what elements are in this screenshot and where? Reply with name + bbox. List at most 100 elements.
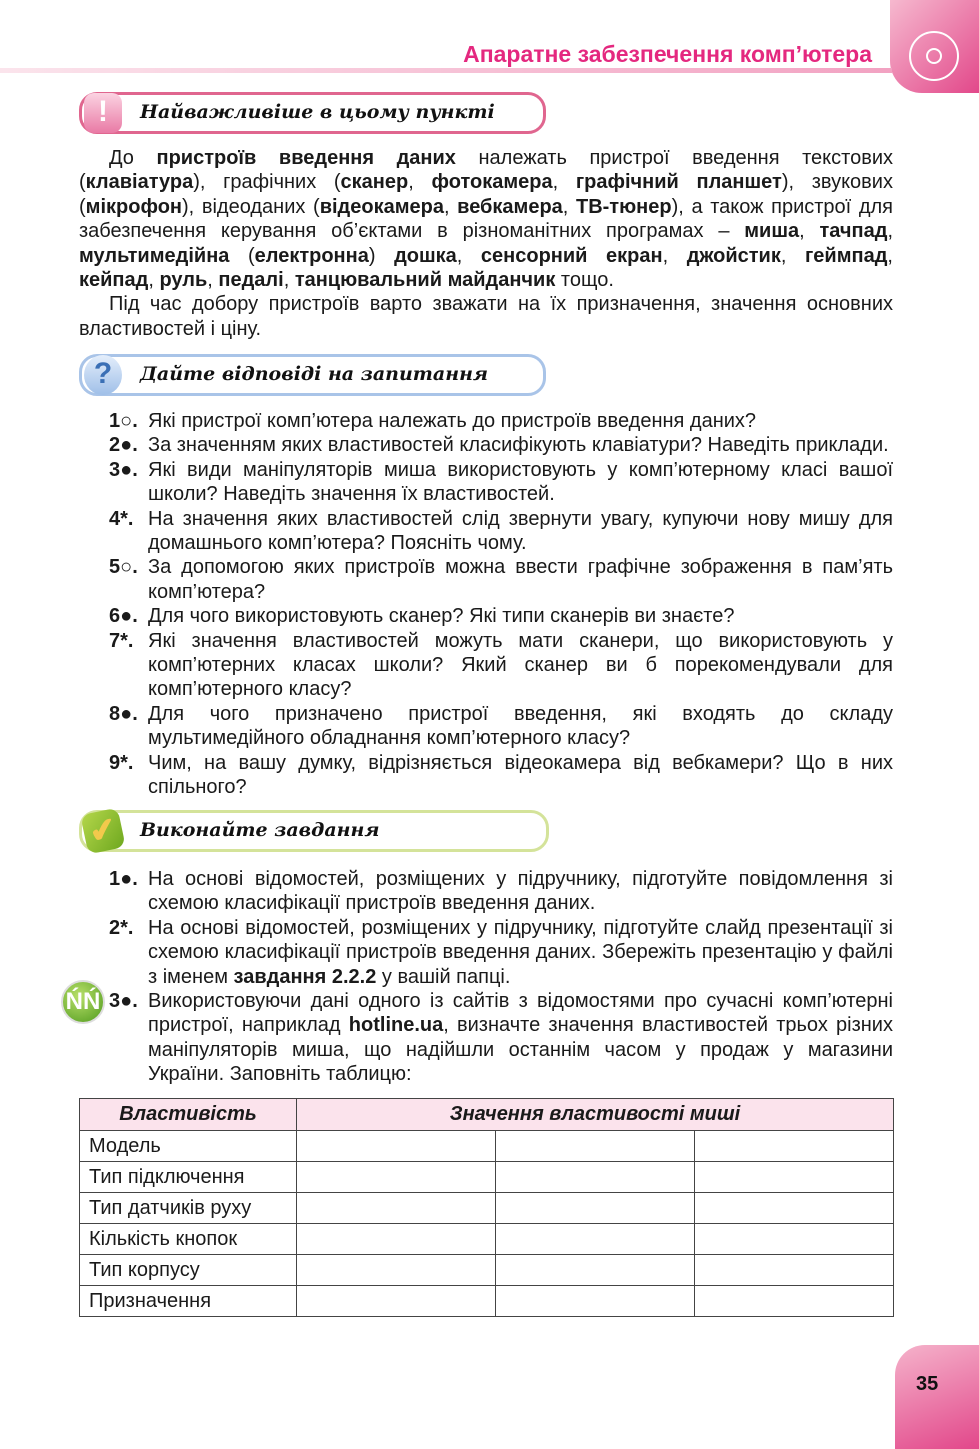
question-item: 1○. Які пристрої комп’ютера належать до п… xyxy=(79,409,893,433)
item-text: На значення яких властивостей слід зверн… xyxy=(148,508,893,554)
value-cell[interactable] xyxy=(694,1223,894,1255)
property-cell: Кількість кнопок xyxy=(79,1223,297,1255)
section-important: ! Найважливіше в цьому пункті xyxy=(79,92,546,134)
bold-term: дошка xyxy=(394,244,457,267)
value-cell[interactable] xyxy=(495,1192,695,1224)
text-run: ) xyxy=(368,244,395,267)
bold-term: клавіатура xyxy=(85,171,194,194)
item-number: 7*. xyxy=(109,629,134,652)
bold-term: мікрофон xyxy=(85,195,182,218)
value-cell[interactable] xyxy=(694,1161,894,1193)
text-run: , xyxy=(408,171,432,194)
text-run: Для чого використовують сканер? Які типи… xyxy=(148,605,735,628)
text-run: До xyxy=(109,147,157,169)
table-row: Тип корпусу xyxy=(79,1254,894,1286)
intro-paragraph: До пристроїв введення даних належать при… xyxy=(79,146,893,292)
value-cell[interactable] xyxy=(296,1254,496,1286)
table-row: Модель xyxy=(79,1130,894,1162)
text-run: , xyxy=(799,220,820,243)
item-text: Для чого призначено пристрої введення, я… xyxy=(148,703,893,749)
item-number: 4*. xyxy=(109,507,134,530)
bold-term: джойстик xyxy=(686,244,781,267)
question-item: 8●. Для чого призначено пристрої введення… xyxy=(79,702,893,751)
text-run: Для чого призначено пристрої введення, я… xyxy=(148,702,893,750)
value-cell[interactable] xyxy=(694,1130,894,1162)
value-cell[interactable] xyxy=(296,1161,496,1193)
item-number: 8●. xyxy=(109,702,138,725)
property-cell: Тип підключення xyxy=(79,1161,297,1193)
item-number: 3●. xyxy=(109,458,138,481)
value-cell[interactable] xyxy=(296,1223,496,1255)
bold-term: мультимедійна xyxy=(79,244,230,267)
item-text: Які види маніпуляторів миша використовую… xyxy=(148,459,893,505)
text-run: ), графічних ( xyxy=(193,171,341,194)
section-tasks: ✔ Виконайте завдання xyxy=(79,807,549,855)
value-cell[interactable] xyxy=(495,1285,695,1317)
question-item: 2●. За значенням яких властивостей класиф… xyxy=(79,433,893,457)
question-item: 5○. За допомогою яких пристроїв можна вве… xyxy=(79,555,893,604)
text-run: , xyxy=(562,195,576,218)
text-run: тощо. xyxy=(555,269,614,292)
value-cell[interactable] xyxy=(296,1192,496,1224)
mouse-properties-table: Властивість Значення властивості миші Мо… xyxy=(79,1098,894,1317)
bold-term: сенсорний екран xyxy=(480,244,663,267)
tasks-list: 1●. На основі відомостей, розміщених у пі… xyxy=(79,867,893,1087)
text-run: , xyxy=(148,269,160,292)
bold-term: сканер xyxy=(340,171,409,194)
value-cell[interactable] xyxy=(296,1130,496,1162)
text-run: у вашій папці. xyxy=(376,965,511,988)
item-number: 6●. xyxy=(109,605,138,628)
task-item: 3●. Використовуючи дані одного із сайтів … xyxy=(79,989,893,1087)
section-title: Виконайте завдання xyxy=(140,819,380,841)
value-cell[interactable] xyxy=(495,1223,695,1255)
bold-term: фотокамера xyxy=(431,171,553,194)
section-title: Найважливіше в цьому пункті xyxy=(140,101,495,123)
value-cell[interactable] xyxy=(694,1285,894,1317)
item-text: Які значення властивостей можуть мати ск… xyxy=(148,630,893,701)
bold-term: відеокамера xyxy=(319,195,444,218)
text-run: Які значення властивостей можуть мати ск… xyxy=(148,629,893,701)
question-icon: ? xyxy=(84,355,122,395)
item-text: За значенням яких властивостей класифіку… xyxy=(148,434,889,456)
value-cell[interactable] xyxy=(694,1192,894,1224)
text-run: , xyxy=(552,171,576,194)
value-cell[interactable] xyxy=(694,1254,894,1286)
bold-term: миша xyxy=(744,220,800,243)
bold-term: вебкамера xyxy=(457,195,563,218)
item-number: 3●. xyxy=(109,990,138,1013)
item-text: На основі відомостей, розміщених у підру… xyxy=(148,917,893,988)
text-run: , xyxy=(780,244,805,267)
table-row: Тип підключення xyxy=(79,1161,894,1193)
item-number: 2●. xyxy=(109,434,138,457)
section-questions: ? Дайте відповіді на запитання xyxy=(79,354,546,396)
question-item: 9*. Чим, на вашу думку, відрізняється від… xyxy=(79,751,893,800)
text-run: , xyxy=(283,269,295,292)
property-cell: Тип датчиків руху xyxy=(79,1192,297,1224)
task-item: 2*. На основі відомостей, розміщених у пі… xyxy=(79,916,893,989)
value-cell[interactable] xyxy=(495,1130,695,1162)
table-header-row: Властивість Значення властивості миші xyxy=(79,1098,894,1131)
table-row: Призначення xyxy=(79,1285,894,1317)
item-number: 9*. xyxy=(109,751,134,774)
text-run: , xyxy=(887,244,893,267)
text-run: Які пристрої комп’ютера належать до прис… xyxy=(148,410,757,432)
text-run: На основі відомостей, розміщених у підру… xyxy=(148,916,893,988)
bold-term: пристроїв введення даних xyxy=(156,147,456,169)
text-run: За значенням яких властивостей класифіку… xyxy=(148,434,889,457)
text-run: , xyxy=(662,244,687,267)
item-number: 1●. xyxy=(109,868,138,890)
intro-text: До пристроїв введення даних належать при… xyxy=(79,146,893,341)
value-cell[interactable] xyxy=(495,1254,695,1286)
table-header: Значення властивості миші xyxy=(296,1098,894,1131)
question-item: 6●. Для чого використовують сканер? Які т… xyxy=(79,604,893,628)
value-cell[interactable] xyxy=(495,1161,695,1193)
item-text: За допомогою яких пристроїв можна ввести… xyxy=(148,556,893,602)
table-row: Кількість кнопок xyxy=(79,1223,894,1255)
value-cell[interactable] xyxy=(296,1285,496,1317)
bold-term: електронна xyxy=(254,244,369,267)
text-run: ), відеоданих ( xyxy=(182,195,320,218)
bold-term: педалі xyxy=(218,269,284,292)
header-divider xyxy=(0,68,892,73)
text-run: , xyxy=(443,195,458,218)
text-run: Під час добору пристроїв варто зважати н… xyxy=(79,293,893,340)
